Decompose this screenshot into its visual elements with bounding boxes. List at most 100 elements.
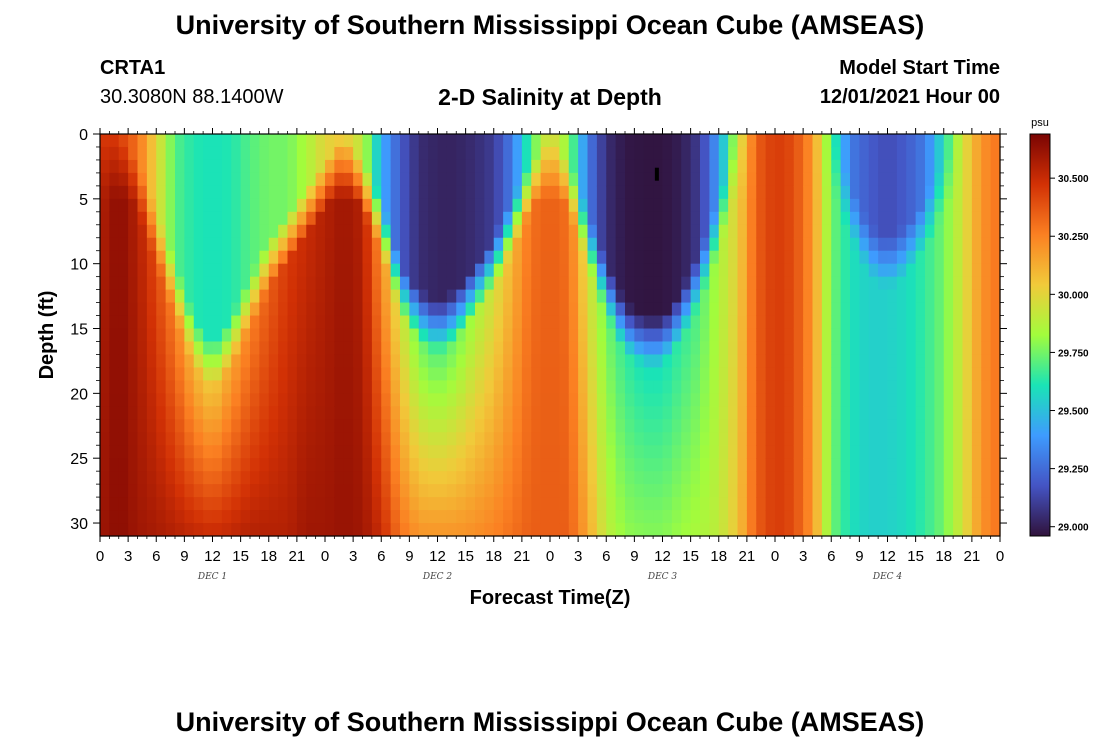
heatmap-cell [409, 315, 420, 330]
x-tick-label: 9 [405, 548, 413, 565]
heatmap-cell [606, 419, 617, 433]
heatmap-cell [887, 263, 898, 278]
heatmap-cell [334, 328, 345, 343]
heatmap-cell [146, 458, 157, 472]
heatmap-cell [859, 172, 870, 187]
heatmap-cell [643, 185, 654, 200]
heatmap-cell [906, 341, 917, 356]
heatmap-cell [587, 484, 598, 498]
heatmap-cell [896, 367, 907, 381]
heatmap-cell [540, 341, 551, 356]
heatmap-cell [306, 523, 317, 537]
heatmap-cell [446, 523, 457, 537]
heatmap-cell [437, 419, 448, 433]
heatmap-cell [193, 367, 204, 381]
heatmap-cell [268, 146, 279, 161]
heatmap-cell [175, 302, 185, 317]
heatmap-cell [568, 432, 579, 446]
heatmap-cell [540, 432, 551, 446]
heatmap-cell [268, 302, 279, 317]
heatmap-cell [343, 419, 354, 433]
heatmap-cell [634, 263, 645, 278]
heatmap-cell [212, 354, 223, 369]
heatmap-cell [775, 146, 785, 161]
heatmap-cell [690, 146, 701, 161]
heatmap-cell [100, 328, 110, 343]
heatmap-cell [962, 185, 973, 200]
heatmap-cell [465, 315, 476, 330]
heatmap-cell [268, 185, 279, 200]
heatmap-cell [278, 380, 289, 394]
heatmap-cell [137, 419, 148, 433]
heatmap-cell [821, 328, 832, 343]
heatmap-cell [296, 211, 307, 226]
heatmap-cell [690, 185, 701, 200]
heatmap-cell [971, 445, 982, 459]
heatmap-cell [906, 146, 917, 161]
heatmap-cell [559, 289, 570, 304]
heatmap-cell [165, 211, 176, 226]
heatmap-cell [943, 471, 954, 485]
heatmap-cell [475, 302, 485, 317]
heatmap-cell [325, 471, 335, 485]
heatmap-cell [503, 315, 514, 330]
heatmap-cell [521, 198, 532, 213]
heatmap-cell [756, 224, 767, 239]
heatmap-cell [981, 185, 992, 200]
heatmap-cell [184, 237, 195, 252]
heatmap-cell [653, 341, 664, 356]
heatmap-cell [793, 328, 804, 343]
heatmap-cell [578, 198, 589, 213]
heatmap-cell [831, 302, 842, 317]
heatmap-cell [428, 211, 439, 226]
heatmap-cell [287, 328, 298, 343]
heatmap-cell [643, 523, 654, 537]
heatmap-cell [568, 497, 579, 511]
heatmap-cell [568, 289, 579, 304]
heatmap-cell [962, 146, 973, 161]
heatmap-cell [287, 172, 298, 187]
heatmap-cell [559, 497, 570, 511]
heatmap-cell [737, 354, 748, 369]
heatmap-cell [756, 185, 767, 200]
heatmap-cell [662, 523, 673, 537]
heatmap-cell [521, 250, 532, 265]
heatmap-cell [550, 419, 560, 433]
heatmap-cell [381, 185, 392, 200]
heatmap-cell [493, 276, 504, 291]
heatmap-cell [700, 211, 710, 226]
heatmap-cell [962, 159, 973, 174]
heatmap-cell [793, 341, 804, 356]
heatmap-cell [475, 458, 485, 472]
heatmap-cell [850, 315, 860, 330]
heatmap-cell [643, 380, 654, 394]
heatmap-cell [934, 328, 945, 343]
heatmap-cell [118, 497, 129, 511]
heatmap-cell [756, 198, 767, 213]
heatmap-cell [718, 484, 729, 498]
heatmap-cell [493, 146, 504, 161]
heatmap-cell [278, 510, 289, 524]
heatmap-cell [953, 198, 964, 213]
heatmap-cell [746, 328, 757, 343]
heatmap-cell [362, 341, 373, 356]
heatmap-cell [493, 237, 504, 252]
heatmap-cell [971, 276, 982, 291]
heatmap-cell [737, 406, 748, 420]
heatmap-cell [662, 159, 673, 174]
heatmap-cell [784, 484, 795, 498]
heatmap-cell [887, 250, 898, 265]
heatmap-cell [259, 198, 270, 213]
heatmap-cell [896, 224, 907, 239]
heatmap-cell [512, 315, 523, 330]
heatmap-cell [803, 224, 814, 239]
heatmap-cell [812, 276, 823, 291]
heatmap-cell [915, 237, 926, 252]
heatmap-cell [568, 159, 579, 174]
heatmap-cell [550, 510, 560, 524]
heatmap-cell [259, 224, 270, 239]
heatmap-cell [634, 276, 645, 291]
heatmap-cell [887, 510, 898, 524]
heatmap-cell [859, 380, 870, 394]
heatmap-cell [343, 289, 354, 304]
